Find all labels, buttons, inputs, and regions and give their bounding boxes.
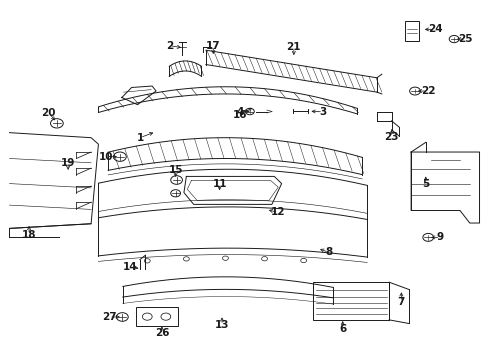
Text: 11: 11	[212, 179, 227, 189]
Text: 1: 1	[136, 133, 144, 143]
Text: 7: 7	[398, 297, 405, 307]
Text: 20: 20	[41, 108, 56, 118]
Text: 22: 22	[421, 86, 436, 96]
Text: 13: 13	[215, 320, 229, 330]
Text: 6: 6	[339, 324, 346, 334]
Text: 18: 18	[22, 230, 36, 239]
Text: 25: 25	[459, 34, 473, 44]
Text: 24: 24	[428, 24, 443, 35]
Text: 27: 27	[102, 312, 117, 322]
Text: 17: 17	[206, 41, 220, 50]
Text: 14: 14	[123, 262, 138, 272]
Text: 3: 3	[319, 107, 327, 117]
Text: 8: 8	[325, 247, 333, 257]
Text: 21: 21	[287, 42, 301, 52]
Text: 15: 15	[169, 165, 183, 175]
Text: 10: 10	[98, 152, 113, 162]
Text: 5: 5	[422, 179, 429, 189]
Text: 26: 26	[155, 328, 169, 338]
Text: 16: 16	[233, 110, 247, 120]
Text: 4: 4	[237, 107, 244, 117]
Text: 19: 19	[61, 158, 75, 168]
Text: 23: 23	[384, 132, 399, 142]
Text: 2: 2	[166, 41, 173, 50]
Text: 9: 9	[437, 232, 444, 242]
Text: 12: 12	[270, 207, 285, 217]
